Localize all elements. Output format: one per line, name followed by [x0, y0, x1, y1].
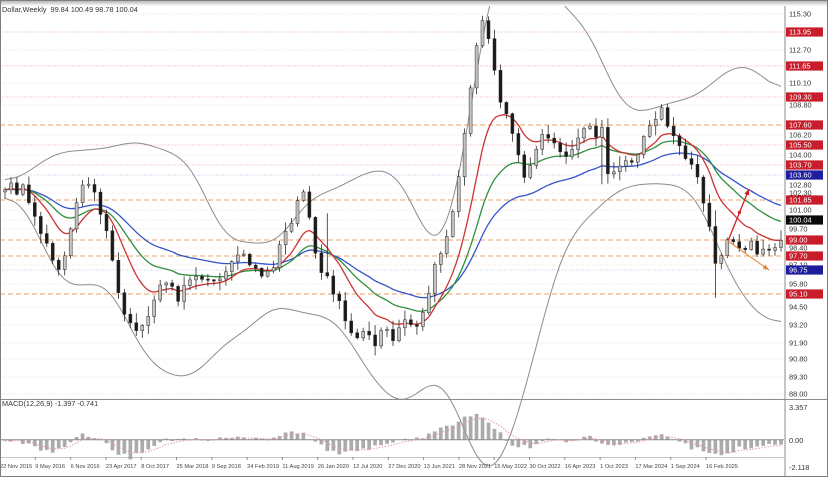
svg-text:17 Mar 2024: 17 Mar 2024: [635, 464, 667, 470]
svg-text:15 May 2022: 15 May 2022: [494, 464, 527, 470]
svg-text:12 Jul 2020: 12 Jul 2020: [353, 464, 382, 470]
svg-text:6 Nov 2016: 6 Nov 2016: [71, 464, 100, 470]
svg-text:22 Nov 2015: 22 Nov 2015: [0, 464, 32, 470]
svg-text:26 Jan 2020: 26 Jan 2020: [318, 464, 349, 470]
svg-text:30 Oct 2022: 30 Oct 2022: [530, 464, 561, 470]
svg-text:16 Apr 2023: 16 Apr 2023: [565, 464, 596, 470]
svg-text:11 Aug 2019: 11 Aug 2019: [282, 464, 314, 470]
svg-text:28 Nov 2021: 28 Nov 2021: [459, 464, 491, 470]
svg-text:8 Oct 2017: 8 Oct 2017: [141, 464, 169, 470]
svg-text:25 Mar 2018: 25 Mar 2018: [177, 464, 209, 470]
svg-text:16 Feb 2025: 16 Feb 2025: [706, 464, 738, 470]
svg-text:23 Apr 2017: 23 Apr 2017: [106, 464, 137, 470]
svg-text:0.00: 0.00: [789, 436, 803, 445]
svg-text:27 Dec 2020: 27 Dec 2020: [388, 464, 420, 470]
svg-text:1 Sep 2024: 1 Sep 2024: [671, 464, 700, 470]
svg-text:9 Sep 2018: 9 Sep 2018: [212, 464, 241, 470]
svg-text:3.357: 3.357: [789, 403, 808, 412]
svg-text:9 May 2016: 9 May 2016: [35, 464, 65, 470]
svg-text:24 Feb 2019: 24 Feb 2019: [247, 464, 279, 470]
svg-text:1 Oct 2023: 1 Oct 2023: [600, 464, 628, 470]
svg-text:13 Jun 2021: 13 Jun 2021: [424, 464, 455, 470]
